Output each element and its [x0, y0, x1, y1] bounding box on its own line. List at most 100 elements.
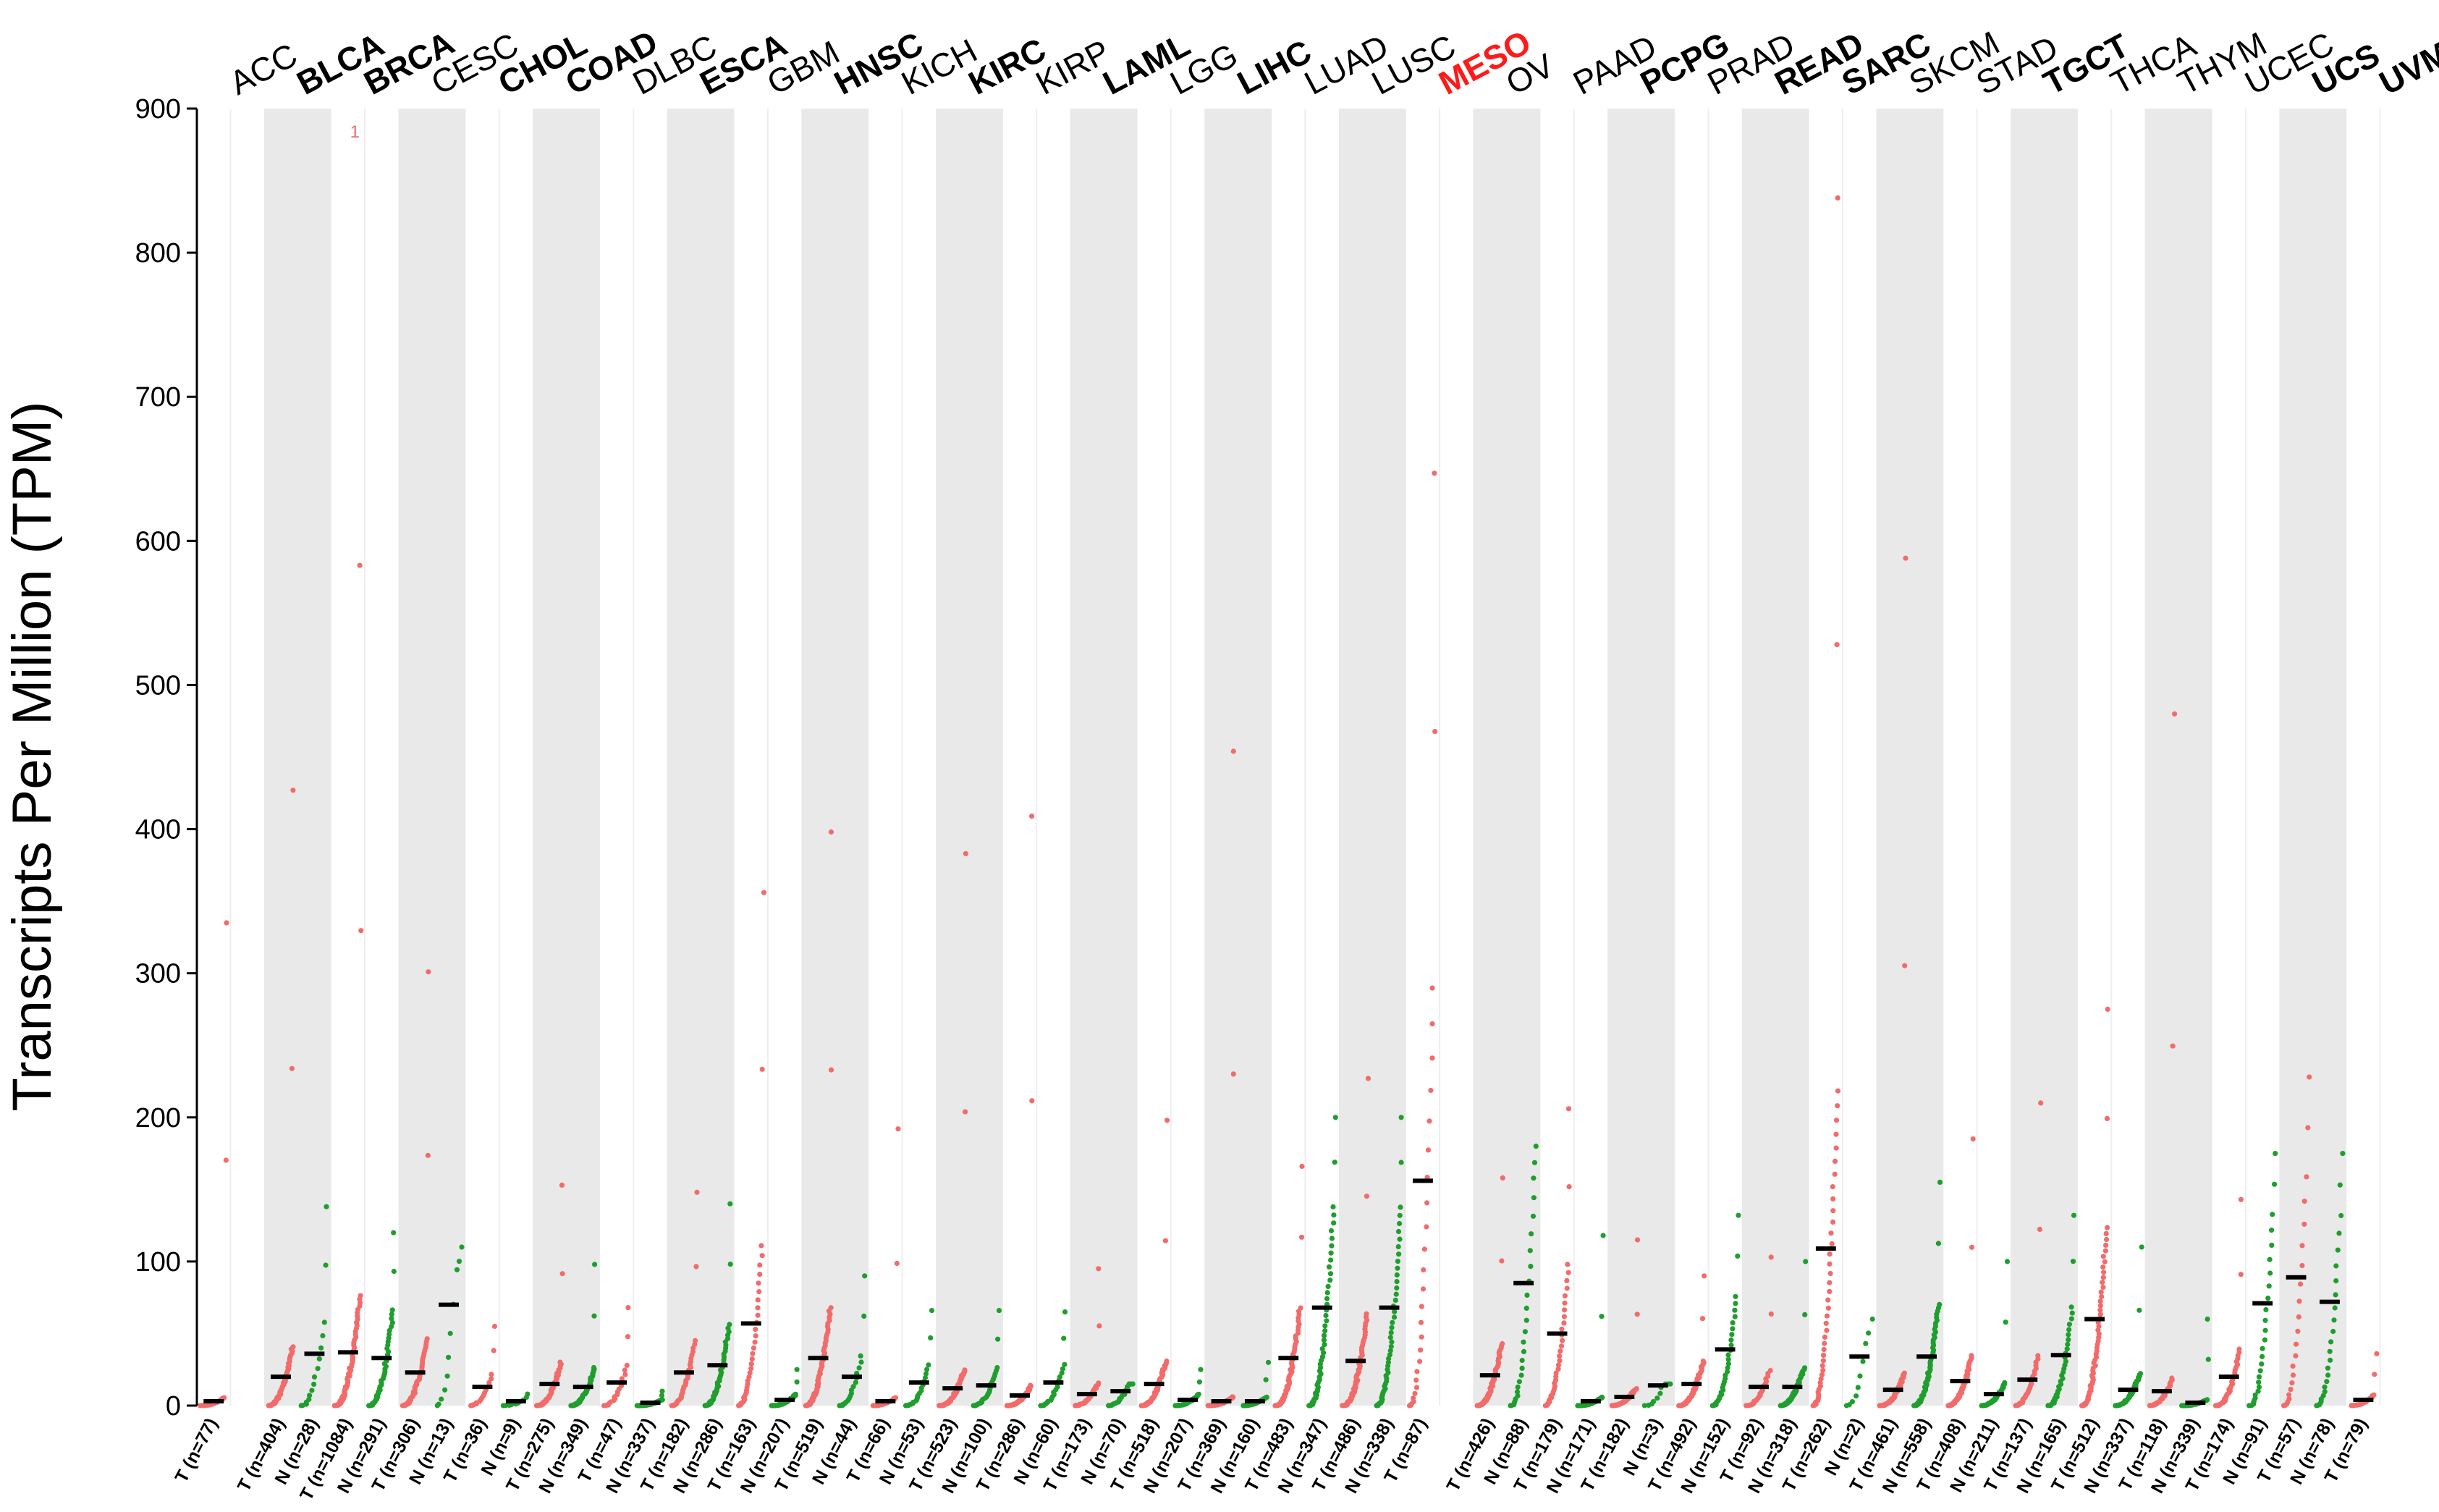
data-point: [1057, 1374, 1062, 1380]
data-point: [748, 1366, 754, 1372]
data-point: [1599, 1394, 1605, 1400]
data-point: [1298, 1234, 1305, 1240]
data-point: [1062, 1361, 1068, 1367]
data-point: [1768, 1254, 1774, 1260]
data-point: [439, 1396, 444, 1402]
data-point: [559, 1182, 565, 1188]
column-band: [1607, 109, 1675, 1406]
data-point: [622, 1372, 628, 1377]
data-point: [1515, 1384, 1521, 1390]
data-point: [2103, 1242, 2109, 1248]
data-point: [1725, 1352, 1731, 1358]
data-point: [2332, 1305, 2338, 1311]
data-point: [2259, 1361, 2265, 1367]
data-point: [1521, 1339, 1526, 1345]
data-point: [489, 1372, 494, 1377]
data-point: [1420, 1286, 1426, 1292]
data-point: [1634, 1237, 1641, 1243]
y-tick-label: 800: [135, 238, 181, 269]
data-point: [2327, 1348, 2333, 1354]
data-point: [1833, 1131, 1839, 1137]
data-point: [2286, 1392, 2292, 1398]
column-band: [263, 109, 331, 1406]
data-point: [2069, 1310, 2075, 1316]
data-point: [2097, 1307, 2103, 1313]
data-point: [1728, 1342, 1734, 1348]
data-point: [2238, 1196, 2244, 1202]
data-point: [625, 1334, 631, 1340]
y-tick-label: 500: [135, 670, 181, 701]
data-point: [929, 1308, 935, 1314]
column-band: [2144, 109, 2212, 1406]
data-point: [424, 1336, 430, 1342]
data-point: [1725, 1369, 1730, 1374]
data-point: [1365, 1076, 1371, 1081]
data-point: [1328, 1257, 1334, 1263]
data-point: [1702, 1273, 1707, 1279]
data-point: [2038, 1100, 2044, 1106]
data-point: [2002, 1380, 2008, 1385]
data-point: [1562, 1300, 1568, 1306]
data-point: [323, 1262, 329, 1268]
data-point: [1824, 1313, 1830, 1319]
data-point: [2238, 1272, 2244, 1277]
data-point: [2100, 1284, 2106, 1291]
data-point: [1969, 1353, 1974, 1359]
data-point: [1700, 1359, 1706, 1364]
data-point: [753, 1333, 758, 1339]
data-point: [454, 1267, 460, 1272]
data-point: [2102, 1259, 2108, 1264]
data-point: [442, 1387, 448, 1393]
data-point: [1322, 1342, 1327, 1348]
data-point: [1387, 1335, 1393, 1340]
data-point: [1819, 1372, 1825, 1377]
data-point: [2328, 1339, 2334, 1345]
data-point: [591, 1313, 597, 1319]
data-point: [624, 1362, 630, 1368]
data-point: [922, 1374, 929, 1381]
data-point: [923, 1371, 929, 1377]
column-band: [936, 109, 1003, 1406]
data-point: [1562, 1307, 1568, 1313]
data-point: [1522, 1329, 1528, 1335]
data-point: [1822, 1334, 1828, 1340]
data-point: [1096, 1380, 1102, 1386]
data-point: [1413, 1385, 1420, 1390]
data-point: [1330, 1204, 1336, 1209]
data-point: [223, 1157, 229, 1163]
data-point: [1417, 1359, 1423, 1364]
data-point: [792, 1391, 798, 1397]
data-point: [1833, 1145, 1839, 1151]
data-point: [1398, 1160, 1404, 1165]
y-tick-label: 900: [135, 94, 181, 124]
data-point: [2307, 1074, 2312, 1080]
data-point: [1397, 1236, 1403, 1242]
data-point: [1524, 1292, 1530, 1298]
data-point: [1387, 1348, 1393, 1353]
data-point: [1853, 1393, 1859, 1399]
data-point: [2105, 1225, 2110, 1230]
data-point: [2286, 1396, 2292, 1402]
data-point: [1530, 1213, 1536, 1219]
data-point: [2256, 1374, 2262, 1380]
data-point: [1523, 1305, 1529, 1311]
data-point: [850, 1384, 856, 1390]
data-point: [2205, 1356, 2211, 1362]
data-point: [2269, 1228, 2275, 1233]
data-point: [1855, 1385, 1861, 1390]
data-point: [1395, 1243, 1401, 1250]
data-point: [1059, 1370, 1065, 1376]
data-point: [659, 1393, 665, 1398]
data-point: [559, 1271, 565, 1277]
outlier-marker: 1: [350, 122, 360, 142]
data-point: [591, 1364, 597, 1371]
data-point: [1418, 1347, 1424, 1353]
data-point: [2169, 1375, 2175, 1381]
column-band: [533, 109, 600, 1406]
data-point: [2333, 1292, 2338, 1298]
data-point: [1818, 1376, 1824, 1382]
data-point: [1832, 1171, 1838, 1177]
data-point: [1432, 470, 1437, 476]
data-point: [1331, 1212, 1337, 1218]
